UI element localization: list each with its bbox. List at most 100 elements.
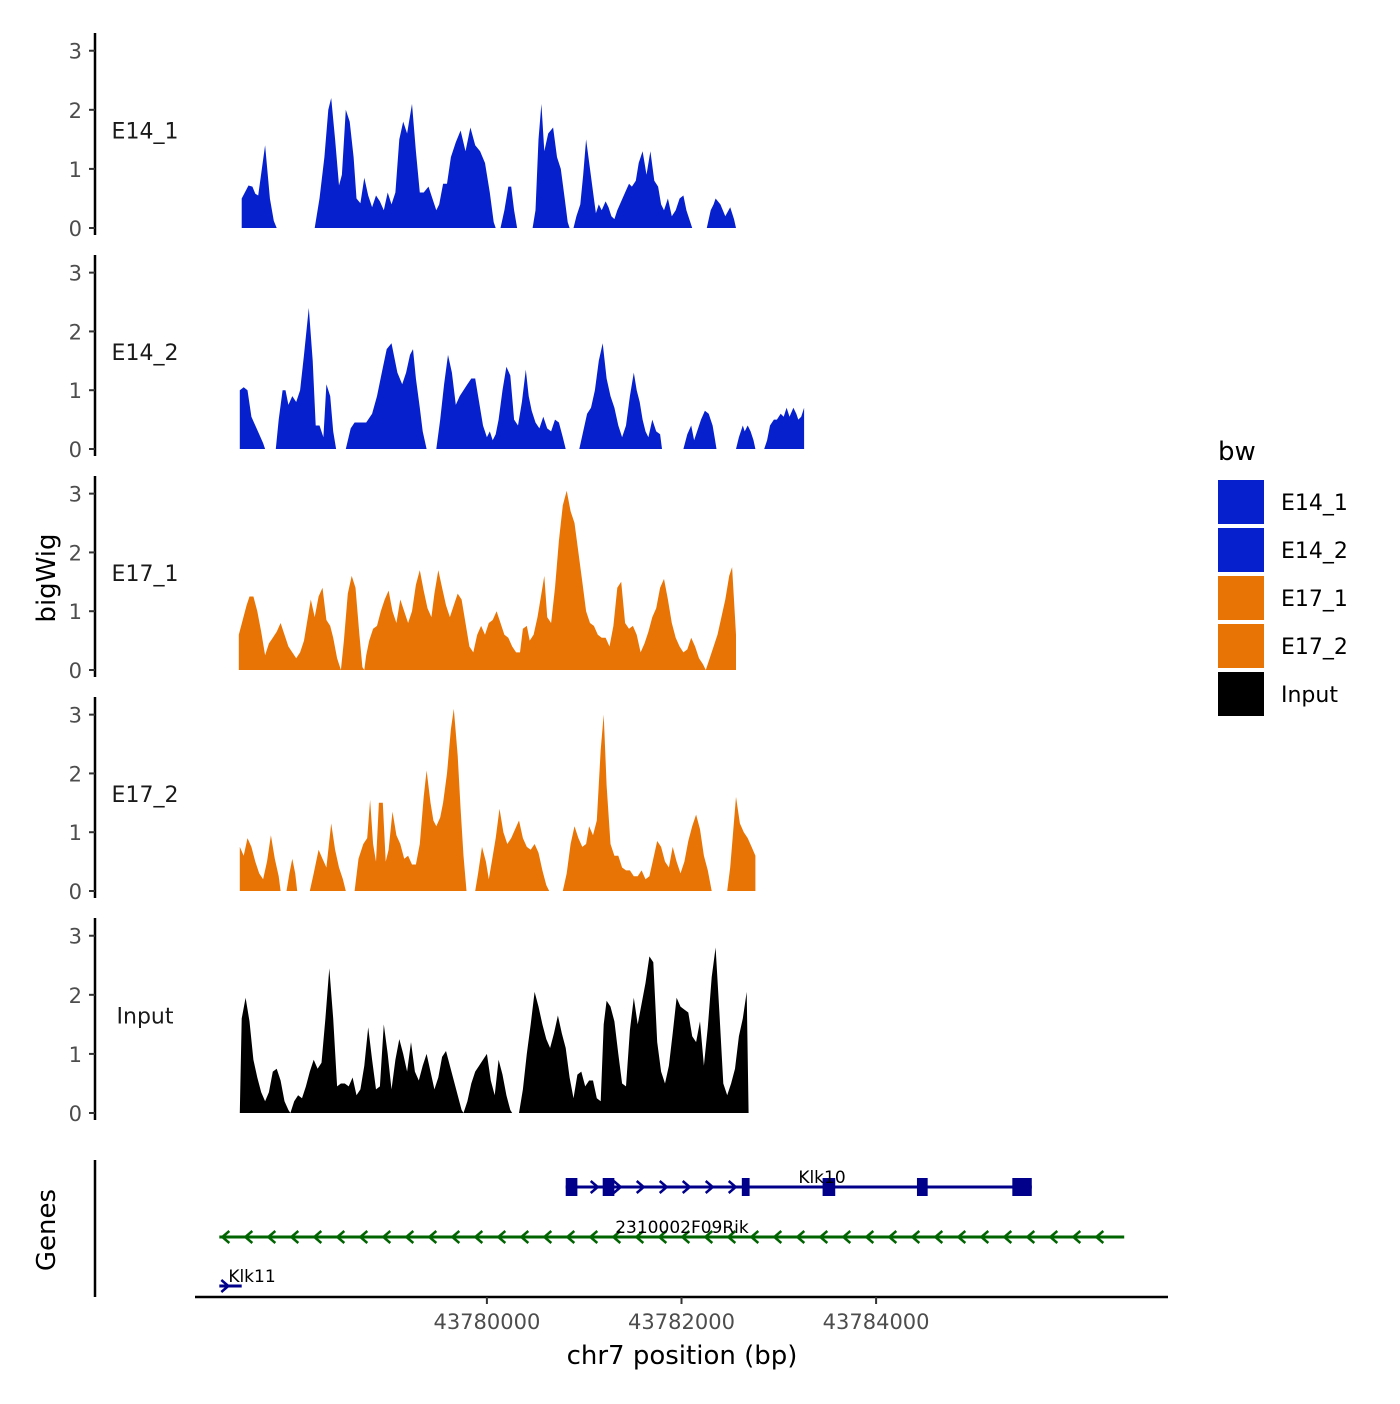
gene-strand-mark-2310002F09Rik-0 (220, 1230, 231, 1244)
gene-strand-mark-Klk10-6 (704, 1180, 715, 1194)
track-area-E14_1-5 (706, 198, 736, 228)
track-E14_2: E14_2 (112, 307, 805, 449)
y-tick-label-E14_2-3: 3 (69, 262, 82, 286)
legend-key-E17_1 (1218, 576, 1264, 620)
y-tick-label-Input-1: 1 (69, 1043, 82, 1067)
gene-strand-mark-2310002F09Rik-37 (1071, 1230, 1082, 1244)
gene-strand-mark-2310002F09Rik-2 (266, 1230, 277, 1244)
gene-strand-mark-2310002F09Rik-34 (1002, 1230, 1013, 1244)
gene-strand-mark-2310002F09Rik-10 (450, 1230, 461, 1244)
track-area-E17_2-3 (354, 708, 467, 891)
legend-key-Input (1218, 672, 1264, 716)
track-E17_2: E17_2 (112, 708, 756, 891)
gene-strand-mark-Klk11-0 (220, 1279, 231, 1293)
track-area-E17_2-6 (727, 796, 756, 891)
legend-label-E17_1: E17_1 (1281, 587, 1348, 612)
y-tick-label-E17_2-1: 1 (69, 821, 82, 845)
track-label-E17_2: E17_2 (112, 783, 179, 808)
y-tick-label-E17_1-2: 2 (69, 541, 82, 565)
track-area-E14_2-3 (436, 354, 566, 449)
gene-strand-mark-2310002F09Rik-23 (749, 1230, 760, 1244)
gene-strand-mark-2310002F09Rik-33 (979, 1230, 990, 1244)
y-tick-label-E14_1-0: 0 (69, 217, 82, 241)
y-tick-label-E14_1-2: 2 (69, 99, 82, 123)
y-tick-label-E17_2-3: 3 (69, 704, 82, 728)
track-area-E14_2-7 (764, 407, 805, 449)
gene-exon-Klk10-1 (602, 1178, 615, 1196)
gene-strand-mark-2310002F09Rik-12 (496, 1230, 507, 1244)
gene-label-2310002F09Rik: 2310002F09Rik (615, 1218, 749, 1238)
gene-strand-mark-2310002F09Rik-29 (887, 1230, 898, 1244)
track-area-Input-1 (519, 947, 749, 1113)
gene-2310002F09Rik: 2310002F09Rik (219, 1218, 1125, 1244)
track-area-E14_1-1 (314, 98, 496, 228)
track-label-E14_1: E14_1 (112, 120, 179, 145)
track-area-E17_1-0 (238, 490, 737, 670)
track-label-E14_2: E14_2 (112, 341, 179, 366)
y-tick-label-E14_1-3: 3 (69, 40, 82, 64)
gene-strand-mark-2310002F09Rik-20 (680, 1230, 691, 1244)
track-area-E17_2-1 (286, 858, 298, 891)
legend-title: bw (1218, 437, 1256, 467)
x-axis-label: chr7 position (bp) (567, 1341, 798, 1371)
x-tick-label-1: 43782000 (628, 1310, 735, 1334)
gene-strand-mark-2310002F09Rik-22 (726, 1230, 737, 1244)
gene-strand-mark-2310002F09Rik-15 (565, 1230, 576, 1244)
y-axis-label: bigWig (32, 533, 62, 622)
gene-exon-Klk10-0 (565, 1178, 578, 1196)
gene-Klk10: Klk10 (565, 1168, 1032, 1196)
gene-strand-mark-2310002F09Rik-19 (657, 1230, 668, 1244)
gene-strand-mark-2310002F09Rik-17 (611, 1230, 622, 1244)
gene-strand-mark-2310002F09Rik-11 (473, 1230, 484, 1244)
gene-strand-mark-2310002F09Rik-32 (956, 1230, 967, 1244)
gene-strand-mark-2310002F09Rik-8 (404, 1230, 415, 1244)
gene-strand-mark-Klk10-2 (612, 1180, 623, 1194)
gene-strand-mark-2310002F09Rik-24 (772, 1230, 783, 1244)
track-area-E14_2-6 (736, 425, 756, 449)
legend-key-E14_2 (1218, 528, 1264, 572)
track-area-E14_1-0 (241, 145, 277, 228)
track-area-E14_2-5 (683, 410, 717, 449)
gene-strand-mark-2310002F09Rik-31 (933, 1230, 944, 1244)
gene-strand-mark-2310002F09Rik-16 (588, 1230, 599, 1244)
legend-key-E17_2 (1218, 624, 1264, 668)
y-tick-label-E17_1-1: 1 (69, 600, 82, 624)
track-area-E14_2-1 (275, 307, 337, 449)
gene-strand-mark-2310002F09Rik-13 (519, 1230, 530, 1244)
y-tick-label-E17_2-2: 2 (69, 762, 82, 786)
gene-strand-mark-Klk10-5 (681, 1180, 692, 1194)
y-tick-label-E14_2-2: 2 (69, 320, 82, 344)
y-tick-label-Input-0: 0 (69, 1102, 82, 1126)
legend-label-Input: Input (1281, 683, 1338, 708)
gene-strand-mark-2310002F09Rik-6 (358, 1230, 369, 1244)
track-area-E17_2-5 (562, 714, 712, 891)
gene-strand-mark-2310002F09Rik-26 (818, 1230, 829, 1244)
genes-panel-label: Genes (32, 1189, 62, 1271)
gene-exon-Klk10-2 (741, 1178, 750, 1196)
track-area-E17_2-0 (239, 835, 281, 891)
gene-strand-mark-2310002F09Rik-1 (243, 1230, 254, 1244)
track-area-E14_1-4 (573, 139, 693, 228)
tracks-layer: E14_1 E14_2 E17_1 E17_2 Input (112, 98, 805, 1113)
track-area-Input-0 (239, 968, 513, 1113)
gene-strand-mark-Klk10-3 (635, 1180, 646, 1194)
gene-strand-mark-Klk10-1 (589, 1180, 600, 1194)
track-area-E14_1-2 (500, 186, 518, 228)
gene-strand-mark-2310002F09Rik-35 (1025, 1230, 1036, 1244)
gene-strand-mark-2310002F09Rik-14 (542, 1230, 553, 1244)
track-area-E14_2-2 (345, 343, 427, 449)
gene-exon-Klk10-5 (1012, 1178, 1032, 1196)
gene-label-Klk10: Klk10 (798, 1168, 845, 1188)
gene-strand-mark-2310002F09Rik-7 (381, 1230, 392, 1244)
gene-strand-mark-2310002F09Rik-9 (427, 1230, 438, 1244)
track-area-E17_2-4 (475, 808, 550, 891)
axis-layer: 0 1 2 3 0 1 2 3 0 1 2 3 0 1 2 3 0 1 2 3 43780000 43782000 4378… (69, 33, 1168, 1334)
track-E14_1: E14_1 (112, 98, 736, 228)
y-tick-label-Input-2: 2 (69, 984, 82, 1008)
legend-label-E17_2: E17_2 (1281, 635, 1348, 660)
genes-layer: Klk10 2310002F09Rik Klk11 (219, 1168, 1125, 1293)
gene-Klk11: Klk11 (219, 1267, 276, 1293)
track-area-E14_1-3 (532, 103, 570, 228)
